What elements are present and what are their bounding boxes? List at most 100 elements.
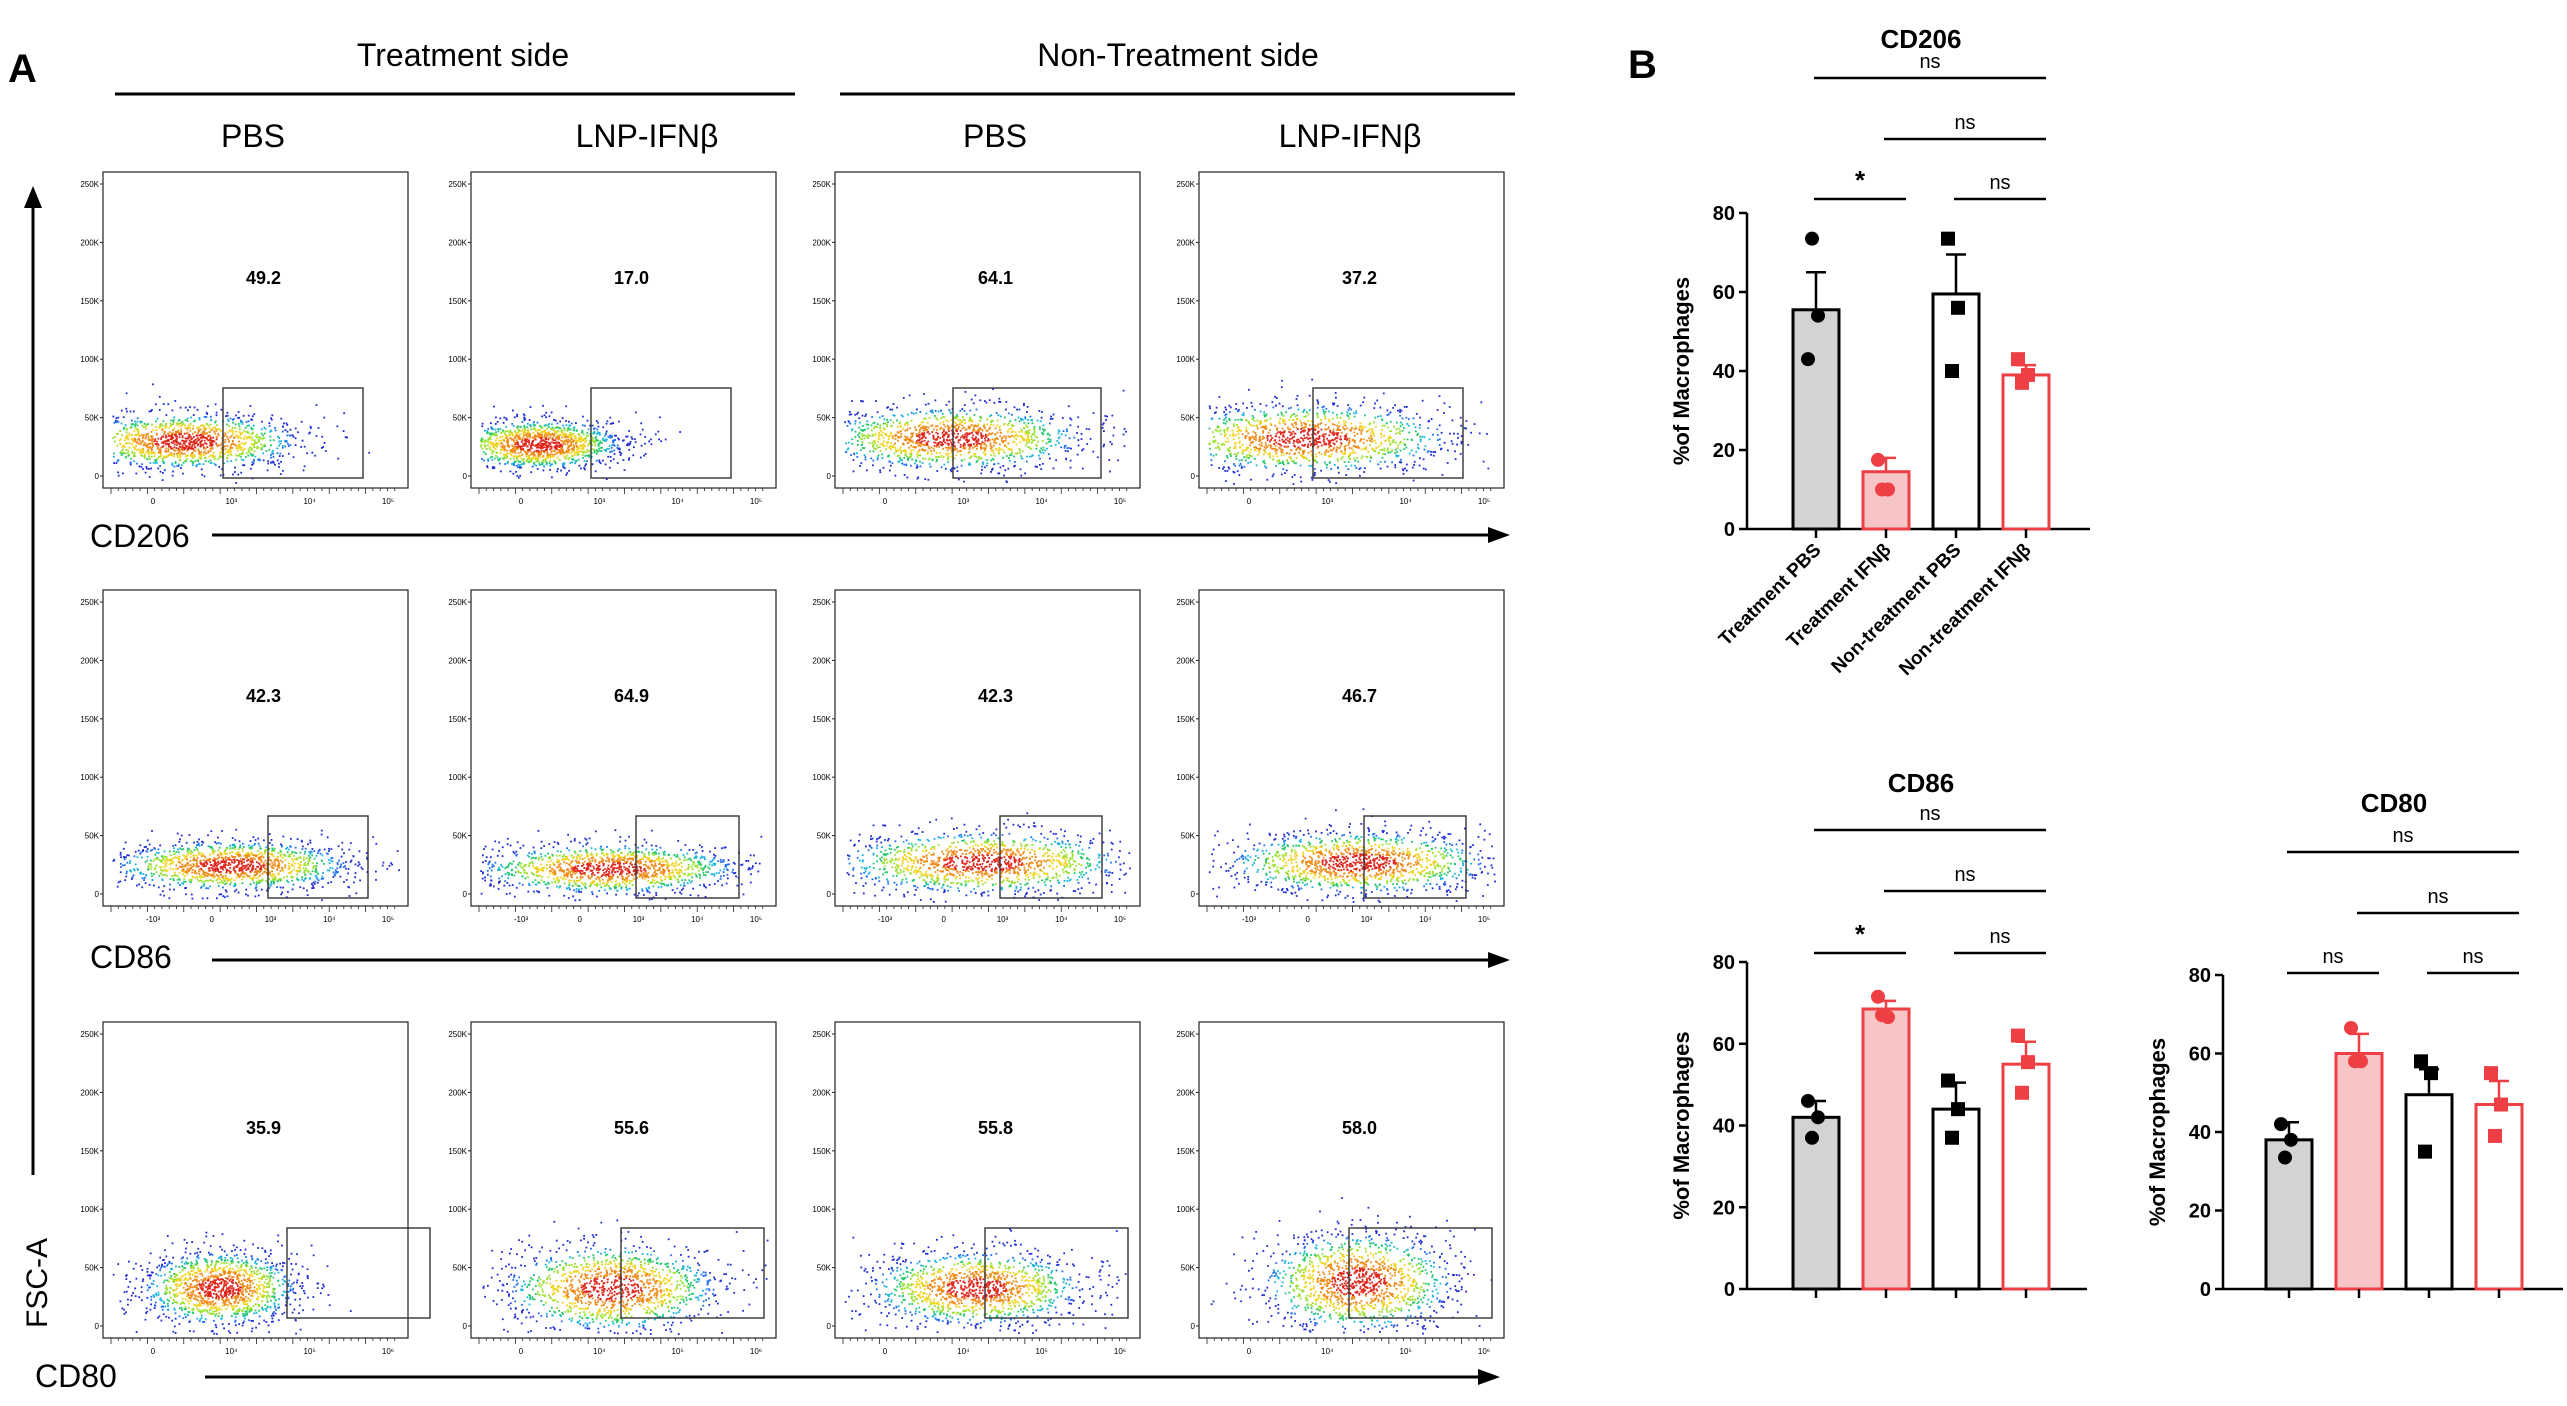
- flow-ytick-label: 50K: [85, 832, 100, 841]
- flow-xtick-label: 10⁴: [225, 1347, 238, 1356]
- flow-gate: [1348, 1227, 1493, 1319]
- bar-ytick-label: 20: [1713, 1197, 1735, 1219]
- flow-gate: [590, 387, 732, 479]
- flow-xtick-label: 10⁴: [323, 915, 336, 924]
- flow-ytick-label: 250K: [448, 180, 467, 189]
- flow-plot-frame: [1198, 171, 1505, 489]
- flow-plot: 250K 200K 150K 100K 50K 0 -10³ 0 10³ 10⁴ 10⁵ 46.7: [1176, 589, 1505, 924]
- condition-header-3: PBS: [963, 118, 1027, 154]
- flow-xtick-label: 10⁶: [382, 1347, 394, 1356]
- flow-ytick-label: 200K: [80, 1088, 99, 1097]
- bar-point: [2021, 1055, 2035, 1070]
- flow-xtick-label: 0: [519, 1347, 524, 1356]
- bar: [2001, 373, 2051, 531]
- fsc-axis-label: FSC-A: [21, 1238, 54, 1328]
- bar-y-label: %of Macrophages: [1669, 277, 1694, 465]
- flow-ytick-label: 100K: [1176, 1205, 1195, 1214]
- flow-xtick-label: 10⁴: [1399, 497, 1412, 506]
- flow-xtick-label: 10⁵: [1036, 1347, 1048, 1356]
- flow-ytick-label: 250K: [812, 180, 831, 189]
- flow-ytick-label: 0: [827, 472, 832, 481]
- flow-plot: 250K 200K 150K 100K 50K 0 0 10⁴ 10⁵ 10⁶ 35.9: [80, 1021, 431, 1356]
- flow-xtick-label: 10³: [594, 497, 606, 506]
- flow-ytick-label: 250K: [80, 1030, 99, 1039]
- bar-category-label: Non-treatment PBS: [1828, 540, 1966, 678]
- bar-ytick-label: 20: [1713, 440, 1735, 462]
- panel-a-label: A: [8, 47, 37, 91]
- flow-ytick-label: 100K: [812, 1205, 831, 1214]
- flow-density-dots: [482, 1219, 769, 1335]
- flow-ytick-label: 0: [1191, 890, 1196, 899]
- flow-xtick-label: 0: [151, 1347, 156, 1356]
- flow-xtick-label: 0: [883, 497, 888, 506]
- bar-point: [2414, 1054, 2428, 1069]
- flow-gate: [1363, 815, 1467, 899]
- flow-ytick-label: 50K: [1181, 832, 1196, 841]
- flow-ytick-label: 150K: [1176, 715, 1195, 724]
- flow-density-dots: [112, 1231, 352, 1335]
- flow-xtick-label: 10⁵: [672, 1347, 684, 1356]
- significance-label: *: [1855, 165, 1866, 195]
- flow-xtick-label: 0: [942, 915, 947, 924]
- bar-chart-title: CD86: [1888, 768, 1954, 798]
- flow-ytick-label: 200K: [1176, 1088, 1195, 1097]
- bar-chart: CD80 0 20 40 60 80 %of Macrophages ns ns ns ns: [2145, 788, 2563, 1301]
- bar-point: [1811, 1110, 1825, 1125]
- flow-density-dots: [112, 828, 400, 902]
- bar: [1791, 308, 1841, 531]
- bar-point: [1945, 1130, 1959, 1145]
- flow-ytick-label: 150K: [1176, 1147, 1195, 1156]
- flow-plot-frame: [1198, 589, 1505, 907]
- group-header-nontreatment: Non-Treatment side: [1037, 37, 1319, 73]
- flow-density-dots: [1208, 378, 1490, 485]
- flow-xtick-label: 10⁵: [1400, 1347, 1412, 1356]
- bar-point: [1945, 364, 1959, 378]
- flow-plot-frame: [470, 589, 777, 907]
- bar-ytick-label: 60: [2189, 1044, 2211, 1066]
- bar-point: [2278, 1150, 2292, 1165]
- flow-gate: [984, 1227, 1129, 1319]
- flow-ytick-label: 100K: [812, 355, 831, 364]
- flow-ytick-label: 200K: [812, 1088, 831, 1097]
- bar-point: [2488, 1128, 2502, 1143]
- flow-ytick-label: 0: [95, 1322, 100, 1331]
- bar-point: [1875, 482, 1889, 497]
- flow-ytick-label: 250K: [448, 1030, 467, 1039]
- bar-point: [1941, 231, 1955, 246]
- flow-ytick-label: 200K: [812, 238, 831, 247]
- flow-ytick-label: 50K: [817, 414, 832, 423]
- bar-point: [2484, 1066, 2498, 1081]
- significance-label: *: [1855, 919, 1866, 949]
- flow-xtick-label: 10³: [226, 497, 238, 506]
- flow-xtick-label: 10⁶: [750, 1347, 762, 1356]
- bar-ytick-label: 60: [1713, 1034, 1735, 1056]
- flow-ytick-label: 200K: [1176, 238, 1195, 247]
- flow-xtick-label: 10⁴: [1419, 915, 1432, 924]
- flow-xtick-label: 10⁵: [382, 497, 394, 506]
- flow-density-dots: [844, 1228, 1127, 1334]
- flow-ytick-label: 50K: [453, 1264, 468, 1273]
- flow-xtick-label: 10⁵: [1114, 915, 1126, 924]
- flow-ytick-label: 200K: [80, 656, 99, 665]
- flow-gate-value: 55.8: [978, 1118, 1013, 1138]
- flow-gate: [222, 387, 364, 479]
- flow-ytick-label: 0: [827, 1322, 832, 1331]
- flow-xtick-label: 10⁵: [750, 497, 762, 506]
- flow-ytick-label: 0: [827, 890, 832, 899]
- significance-label: ns: [2392, 825, 2413, 847]
- flow-xtick-label: 10⁴: [1055, 915, 1068, 924]
- flow-xtick-label: 10³: [1322, 497, 1334, 506]
- row-marker-cd206: CD206: [90, 518, 190, 554]
- bar-point: [1811, 308, 1825, 323]
- flow-plot: 250K 200K 150K 100K 50K 0 0 10³ 10⁴ 10⁵ 64.1: [812, 171, 1141, 506]
- flow-gate-value: 58.0: [1342, 1118, 1377, 1138]
- bar: [2404, 1093, 2454, 1291]
- flow-ytick-label: 0: [463, 1322, 468, 1331]
- flow-ytick-label: 250K: [80, 180, 99, 189]
- bar-ytick-label: 80: [1713, 952, 1735, 974]
- flow-ytick-label: 0: [95, 890, 100, 899]
- flow-ytick-label: 250K: [1176, 180, 1195, 189]
- flow-xtick-label: 10⁶: [1478, 1347, 1490, 1356]
- bar-ytick-label: 60: [1713, 282, 1735, 304]
